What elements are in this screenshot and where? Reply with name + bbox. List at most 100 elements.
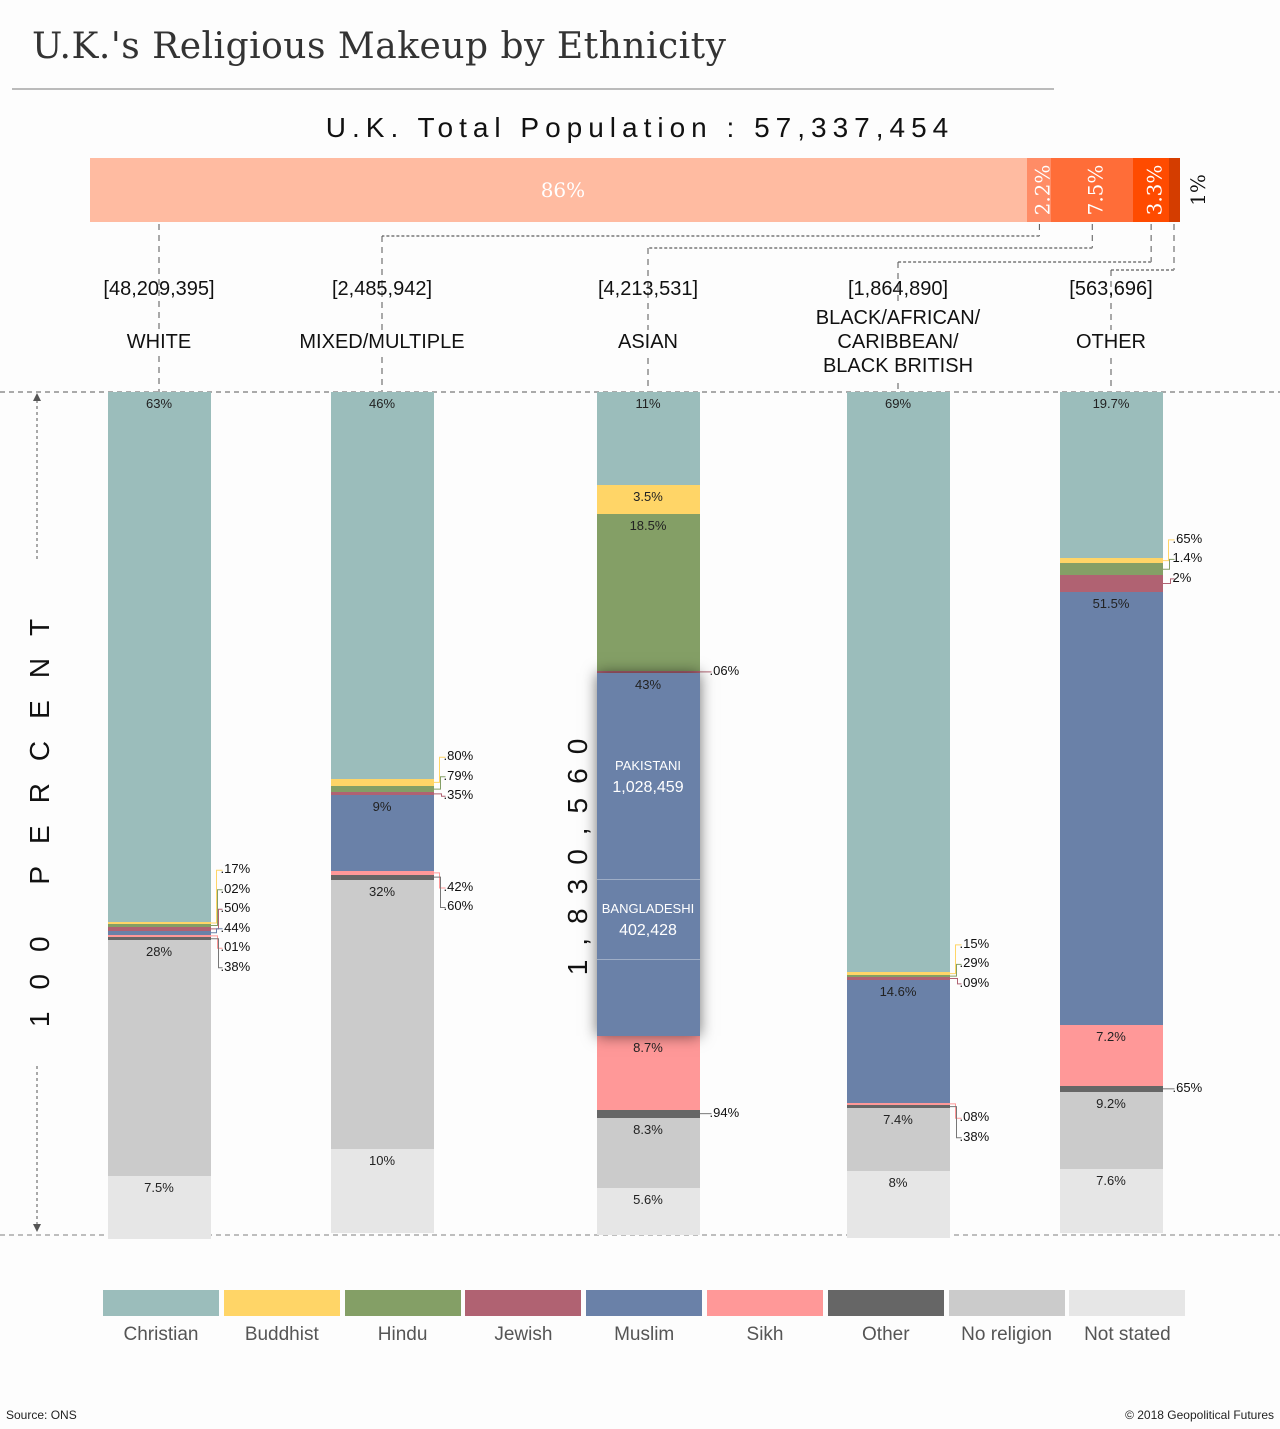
callout-leader [433, 876, 446, 908]
segment-buddhist [330, 779, 434, 786]
legend-label: Not stated [1084, 1324, 1171, 1345]
legend-label: Muslim [614, 1324, 675, 1345]
group-name-line: MIXED/MULTIPLE [299, 331, 465, 353]
subgroup-population: 402,428 [619, 922, 677, 940]
callout-label: .65% [1172, 530, 1203, 546]
callout-label: .80% [443, 748, 474, 764]
arrow-up-icon [33, 393, 41, 401]
callout-leader [949, 963, 962, 977]
segment-not-stated [107, 1175, 211, 1239]
segment-buddhist [107, 921, 211, 925]
callout-label: .02% [220, 880, 251, 896]
group-population: [1,864,890] [847, 278, 949, 300]
segment-not-stated [596, 1187, 700, 1235]
legend-item: No religion [948, 1290, 1065, 1346]
segment-label: 18.5% [629, 518, 667, 534]
segment-muslim [846, 979, 950, 1103]
segment-buddhist [1059, 557, 1163, 564]
segment-label: 28% [145, 944, 173, 960]
group-population: [563,696] [1069, 278, 1153, 300]
callout-label: .15% [959, 935, 990, 951]
callout-label: .42% [443, 878, 474, 894]
segment-label: 7.5% [144, 1179, 174, 1195]
group-name: BLACK/AFRICAN/CARIBBEAN/BLACK BRITISH [788, 306, 1008, 378]
legend-swatch [1069, 1290, 1186, 1316]
group-name-line: BLACK/AFRICAN/ [815, 307, 981, 329]
segment-buddhist [596, 484, 700, 515]
segment-other [330, 874, 434, 880]
chart-title: U.K.'s Religious Makeup by Ethnicity [32, 26, 727, 67]
callout-leader [210, 928, 223, 934]
segment-muslim [107, 930, 211, 935]
group-name: WHITE [49, 330, 269, 354]
callout-leader [210, 908, 223, 930]
segment-jewish [846, 977, 950, 980]
segment-no-religion [596, 1117, 700, 1188]
segment-hindu [1059, 563, 1163, 576]
segment-christian [596, 392, 700, 485]
callout-label: 1.4% [1172, 550, 1203, 566]
callout-label: .60% [443, 898, 474, 914]
segment-label: 8% [888, 1174, 908, 1190]
callout-label: 2% [1172, 569, 1192, 585]
segment-other [596, 1109, 700, 1118]
legend-swatch [344, 1290, 461, 1316]
callout-label: .50% [220, 900, 251, 916]
muslim-detail-box: 43% PAKISTANI 1,028,459 BANGLADESHI 402,428 [596, 673, 700, 1037]
subgroup-name: PAKISTANI [615, 758, 681, 774]
segment-hindu [330, 785, 434, 793]
segment-label: 69% [884, 396, 912, 411]
subgroup-divider [596, 959, 700, 961]
legend-swatch [223, 1290, 340, 1316]
population-share-segment [1169, 158, 1180, 222]
legend-swatch [586, 1290, 703, 1316]
segment-no-religion [1059, 1091, 1163, 1169]
segment-sikh [107, 934, 211, 938]
segment-no-religion [846, 1108, 950, 1171]
callout-label: .35% [443, 787, 474, 803]
legend-label: Jewish [494, 1324, 553, 1345]
callout-leader [949, 1106, 962, 1139]
legend-label: Hindu [377, 1324, 428, 1345]
segment-hindu [107, 924, 211, 927]
segment-label: 9% [372, 799, 392, 815]
muslim-total-label: 1,830,560 [562, 724, 593, 976]
total-population-label: U.K. Total Population : 57,337,454 [325, 112, 955, 143]
segment-other [1059, 1086, 1163, 1092]
segment-sikh [330, 871, 434, 875]
segment-label: 7.6% [1096, 1173, 1126, 1189]
population-share-bar: 86% 2.2% 7.5% 3.3% 1% [90, 158, 1210, 222]
group-population: [2,485,942] [331, 278, 433, 300]
group-name: MIXED/MULTIPLE [272, 330, 492, 354]
segment-label: 8.7% [633, 1040, 663, 1056]
legend-item: Not stated [1069, 1290, 1186, 1346]
legend-item: Jewish [465, 1290, 582, 1346]
callout-leader [949, 978, 962, 985]
callout-label: .01% [220, 939, 251, 955]
subgroup-name: BANGLADESHI [601, 901, 695, 917]
legend-swatch [465, 1290, 582, 1316]
callout-leader [433, 872, 446, 889]
segment-not-stated [846, 1170, 950, 1238]
segment-sikh [846, 1102, 950, 1106]
segment-not-stated [330, 1148, 434, 1233]
segment-label: 46% [368, 396, 396, 411]
callout-leader [1162, 558, 1175, 570]
segment-label: 51.5% [1092, 595, 1130, 611]
segment-label: 8.3% [633, 1121, 663, 1137]
stacked-bar: 46% 9% 32% 10% [330, 392, 434, 1233]
callout-leader [210, 889, 223, 926]
callout-leader [949, 944, 962, 975]
segment-jewish [596, 670, 700, 674]
legend-label: Buddhist [244, 1324, 319, 1345]
arrow-down-icon [33, 1224, 41, 1232]
group-name: OTHER [1001, 330, 1221, 354]
segment-christian [846, 392, 950, 973]
segment-label: 10% [368, 1152, 396, 1168]
population-share-segment [1051, 158, 1134, 222]
callout-leader [433, 776, 446, 790]
callout-label: .09% [959, 974, 990, 990]
group-population: [4,213,531] [597, 278, 699, 300]
legend-label: Other [862, 1324, 910, 1345]
segment-sikh [596, 1036, 700, 1110]
